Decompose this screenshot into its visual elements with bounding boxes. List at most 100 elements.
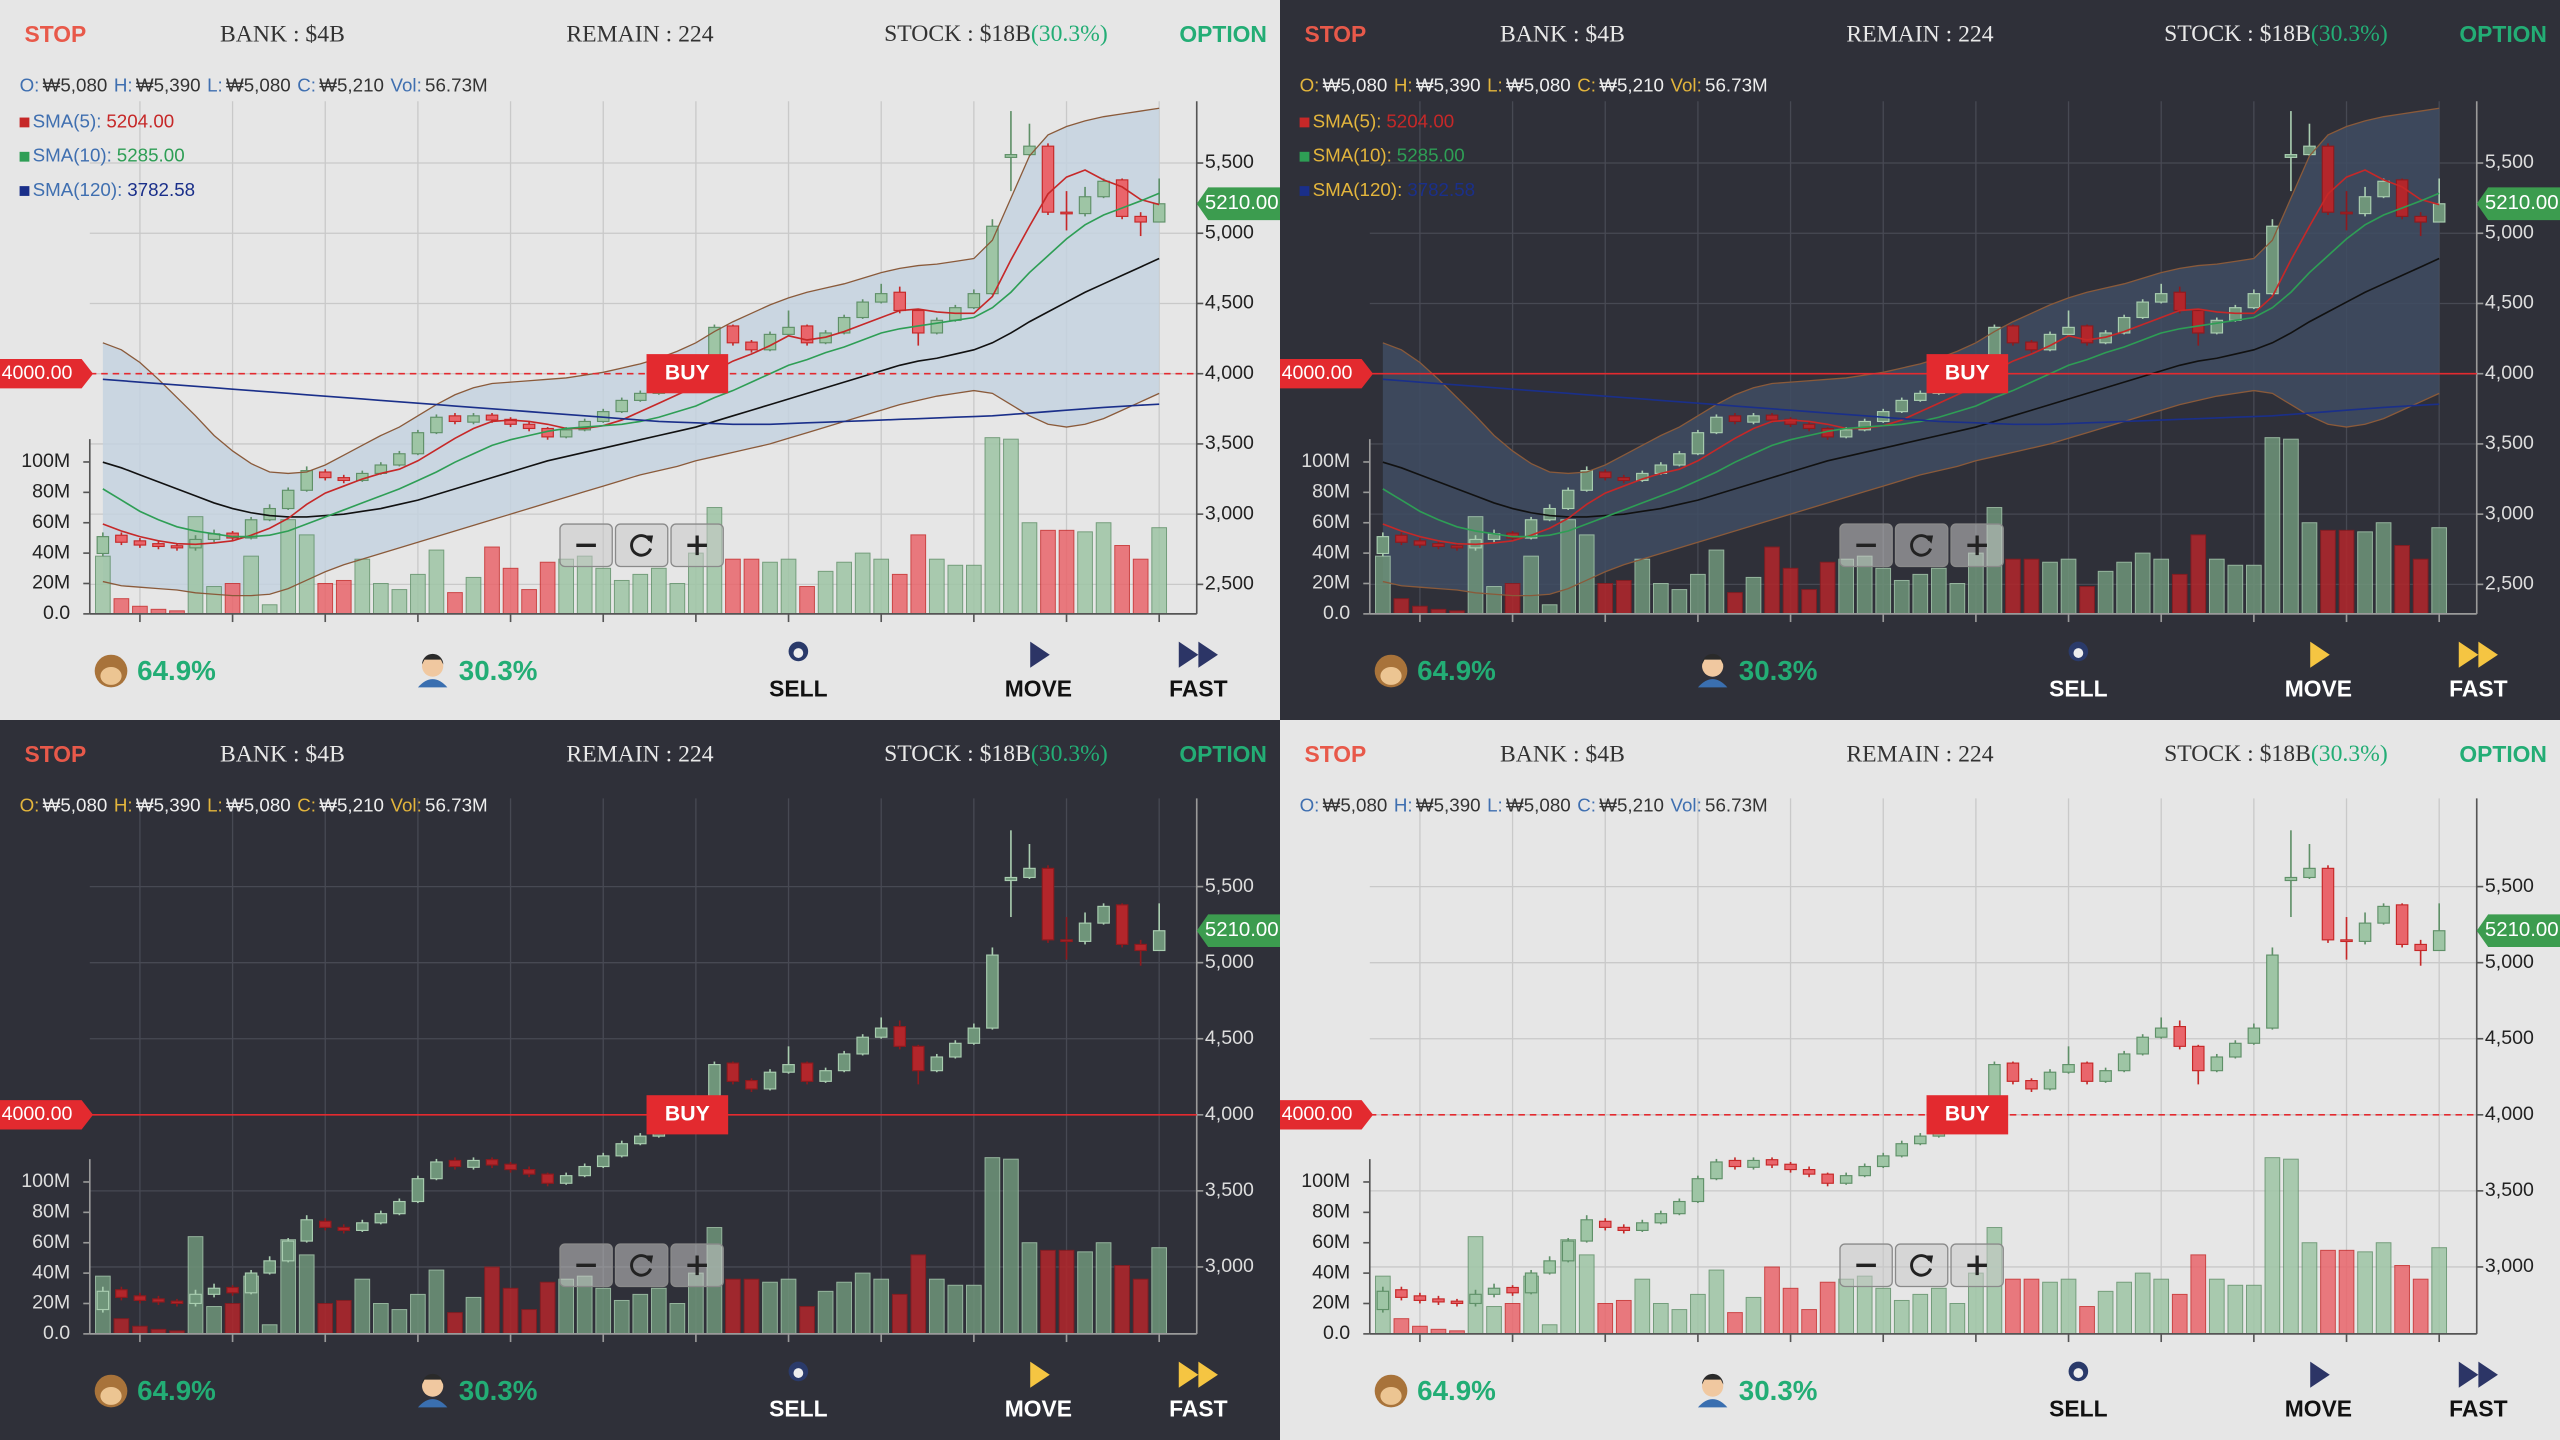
volume-bar (1930, 1287, 1947, 1335)
ohlc-value: ₩5,390 (136, 74, 201, 95)
candle-body (2154, 1027, 2168, 1038)
stop-button[interactable]: STOP (24, 21, 86, 47)
candle-body (1376, 1290, 1390, 1311)
legend-entry: SMA(10): 5285.00 (33, 145, 185, 166)
volume-bar (1819, 561, 1836, 615)
stop-button[interactable]: STOP (24, 741, 86, 767)
move-button[interactable]: MOVE (2285, 1361, 2352, 1422)
candle-body (170, 545, 184, 549)
volume-tick-label: 20M (1312, 1292, 1350, 1314)
player-hair (1702, 653, 1724, 665)
candle-body (745, 341, 758, 351)
candle-body (1580, 470, 1593, 491)
stock-percent: (30.3%) (2311, 741, 2388, 767)
volume-bar (1486, 1306, 1502, 1335)
ohlc-info: O: ₩5,080 H: ₩5,390 L: ₩5,080 C: ₩5,210 Vol: 56.7… (1300, 74, 1768, 95)
volume-bar (910, 534, 927, 615)
zoom-in-button[interactable] (670, 1243, 724, 1288)
candle-body (1802, 1169, 1816, 1175)
zoom-out-button[interactable] (559, 523, 613, 568)
move-button[interactable]: MOVE (1005, 641, 1072, 702)
chart-panel: 2,500 3,000 3,500 4,000 4,500 5,000 5,500 0.0 20… (0, 0, 1280, 720)
candle-body (281, 489, 295, 510)
sell-label: SELL (2049, 1396, 2107, 1422)
y-tick-label: 2,500 (2485, 573, 2534, 595)
zoom-out-button[interactable] (559, 1243, 613, 1288)
fast-button[interactable]: FAST (1169, 1361, 1228, 1422)
player-body (1697, 1399, 1728, 1408)
volume-tick-label: 60M (32, 511, 70, 533)
option-button[interactable]: OPTION (2459, 741, 2547, 767)
volume-bar (113, 1318, 130, 1335)
buy-tag (1280, 359, 1374, 389)
candle-body (393, 453, 406, 466)
icon (644, 1255, 654, 1264)
sell-button[interactable]: SELL (2049, 1361, 2108, 1422)
y-tick-label: 4,000 (1205, 1103, 1254, 1125)
candle-body (1561, 489, 1575, 510)
sell-button[interactable]: SELL (2049, 641, 2108, 702)
move-button[interactable]: MOVE (1005, 1361, 1072, 1422)
fast-button[interactable]: FAST (2449, 641, 2508, 702)
ohlc-label: O: (20, 74, 40, 95)
candle-body (1041, 867, 1055, 941)
volume-bar (2338, 529, 2355, 615)
candle-body (1004, 154, 1018, 158)
candle-body (2191, 309, 2205, 334)
candle-body (2210, 319, 2224, 334)
stop-button[interactable]: STOP (1304, 21, 1366, 47)
volume-bar (447, 592, 463, 615)
volume-bar (780, 558, 797, 615)
zoom-out-button[interactable] (1839, 1243, 1893, 1288)
volume-bar (1893, 1299, 1910, 1335)
volume-bar (1151, 1247, 1168, 1335)
volume-bar (2153, 558, 2170, 615)
bank: BANK : $4B (220, 741, 345, 767)
volume-bar (836, 561, 852, 615)
ohlc-label: Vol: (1670, 74, 1701, 95)
volume-bar (2375, 1242, 2392, 1335)
candle-body (411, 1178, 425, 1203)
candle-body (1004, 876, 1018, 882)
volume-bar (743, 1278, 760, 1335)
reset-button[interactable] (614, 523, 669, 568)
reset-button[interactable] (1894, 523, 1949, 568)
reset-button[interactable] (1894, 1243, 1949, 1288)
candle-body (967, 1027, 981, 1044)
ohlc-value: ₩5,080 (1323, 74, 1388, 95)
volume-bar (873, 1278, 890, 1335)
move-label: MOVE (1005, 1396, 1072, 1422)
candle-body (634, 1135, 647, 1145)
zoom-in-button[interactable] (1950, 1243, 2004, 1288)
remain: REMAIN : 224 (1846, 741, 1993, 767)
candle-body (1765, 414, 1779, 421)
zoom-in-button[interactable] (670, 523, 724, 568)
legend-swatch (1299, 186, 1310, 196)
option-button[interactable]: OPTION (2459, 21, 2547, 47)
candle-body (1506, 1286, 1519, 1294)
option-button[interactable]: OPTION (1179, 741, 1267, 767)
candle-body (2247, 1027, 2261, 1044)
volume-bar (1745, 576, 1762, 615)
candle-body (1152, 930, 1166, 952)
volume-bar (799, 586, 815, 615)
volume-bar (2116, 1281, 2132, 1335)
stop-button[interactable]: STOP (1304, 741, 1366, 767)
monkey-face (100, 666, 122, 685)
volume-bar (632, 573, 649, 615)
reset-button[interactable] (614, 1243, 669, 1288)
option-button[interactable]: OPTION (1179, 21, 1267, 47)
zoom-in-button[interactable] (1950, 523, 2004, 568)
candle-body (1617, 1226, 1631, 1231)
candle-body (1673, 453, 1686, 466)
ohlc-value: 56.73M (1705, 74, 1768, 95)
volume-bar (2023, 558, 2040, 615)
move-button[interactable]: MOVE (2285, 641, 2352, 702)
volume-bar (391, 1309, 408, 1335)
zoom-out-button[interactable] (1839, 523, 1893, 568)
sell-button[interactable]: SELL (769, 641, 828, 702)
candle-body (893, 1025, 907, 1047)
volume-tick-label: 0.0 (1323, 602, 1350, 624)
icon (1924, 535, 1934, 544)
sell-button[interactable]: SELL (769, 1361, 828, 1422)
